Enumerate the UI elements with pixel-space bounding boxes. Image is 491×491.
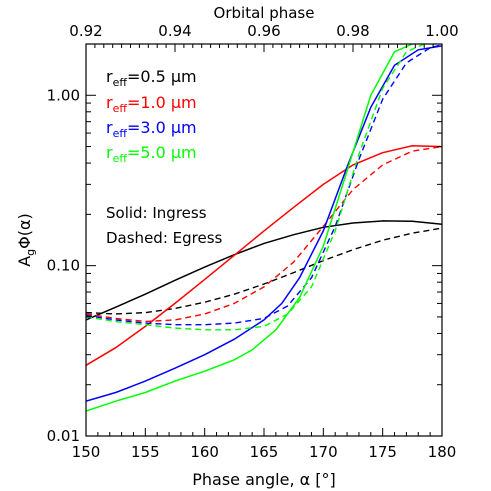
note-solid-ingress: Solid: Ingress — [106, 204, 207, 222]
y-tick-label: 0.01 — [47, 427, 80, 445]
legend-entry-2: reff=3.0 μm — [106, 118, 197, 140]
y-tick-label: 0.10 — [47, 257, 80, 275]
y-axis-title-subscript: g — [24, 249, 37, 256]
y-tick-label: 1.00 — [47, 86, 80, 104]
x-tick-label: 150 — [72, 443, 101, 461]
series-layer — [86, 44, 442, 412]
note-dashed-egress: Dashed: Egress — [106, 229, 223, 247]
series-line-5-egress — [86, 44, 442, 326]
legend-entry-0: reff=0.5 μm — [106, 67, 197, 89]
x-tick-label: 155 — [131, 443, 160, 461]
x-tick-label: 175 — [368, 443, 397, 461]
series-line-2-ingress — [86, 145, 442, 366]
x-axis-title: Phase angle, α [°] — [192, 470, 336, 489]
top-tick-label: 0.98 — [336, 22, 369, 40]
series-line-7-egress — [86, 44, 425, 331]
series-line-4-ingress — [86, 45, 442, 402]
y-axis-title-rest: Φ(α) — [15, 213, 34, 249]
top-tick-label: 0.92 — [69, 22, 102, 40]
series-line-0-ingress — [86, 220, 442, 321]
top-tick-label: 1.00 — [425, 22, 458, 40]
series-line-6-ingress — [86, 44, 413, 412]
legend-entry-1: reff=1.0 μm — [106, 93, 197, 115]
legend-entry-3: reff=5.0 μm — [106, 143, 197, 165]
x-tick-label: 170 — [309, 443, 338, 461]
x-tick-label: 160 — [190, 443, 219, 461]
y-axis-title-main: A — [15, 256, 34, 267]
x-tick-label: 165 — [250, 443, 279, 461]
x-tick-label: 180 — [428, 443, 457, 461]
tick-layer: 150 155 160 165 170 175 180 0.92 0.94 0.96 0.98 1.0… — [47, 22, 459, 461]
series-line-3-egress — [86, 145, 442, 323]
top-tick-label: 0.94 — [158, 22, 191, 40]
legend: reff=0.5 μm reff=1.0 μm reff=3.0 μm reff=5.… — [106, 67, 197, 165]
top-axis-title: Orbital phase — [214, 4, 315, 22]
y-axis-title: AgΦ(α) — [15, 213, 37, 267]
top-tick-label: 0.96 — [247, 22, 280, 40]
series-line-1-egress — [86, 227, 442, 315]
